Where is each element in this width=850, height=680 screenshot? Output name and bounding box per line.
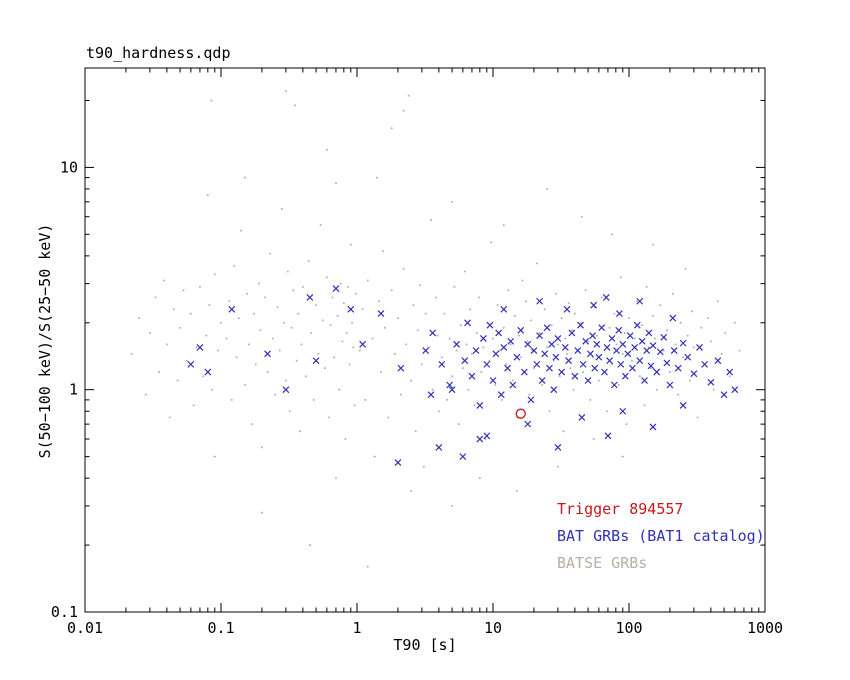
svg-text:100: 100 xyxy=(615,619,642,637)
legend-item-trigger: Trigger 894557 xyxy=(557,500,684,518)
svg-text:1: 1 xyxy=(69,381,78,399)
svg-text:0.1: 0.1 xyxy=(51,603,78,621)
legend-item-bat-grbs: BAT GRBs (BAT1 catalog) xyxy=(557,527,765,545)
plot-title: t90_hardness.qdp xyxy=(86,44,231,62)
svg-text:0.01: 0.01 xyxy=(67,619,103,637)
svg-text:1: 1 xyxy=(352,619,361,637)
x-axis-label: T90 [s] xyxy=(393,636,457,654)
svg-text:0.1: 0.1 xyxy=(207,619,234,637)
svg-text:1000: 1000 xyxy=(747,619,783,637)
y-axis-label: S(50−100 keV)/S(25−50 keV) xyxy=(36,223,54,459)
legend-item-batse-grbs: BATSE GRBs xyxy=(557,554,648,572)
svg-text:10: 10 xyxy=(60,158,78,176)
svg-text:10: 10 xyxy=(484,619,502,637)
